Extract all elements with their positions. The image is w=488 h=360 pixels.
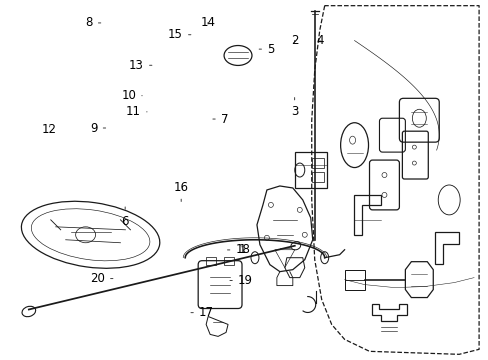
Text: 1: 1	[238, 243, 245, 256]
Text: 15: 15	[168, 28, 190, 41]
Text: 3: 3	[290, 98, 298, 118]
Bar	[311, 172, 323, 182]
Text: 10: 10	[121, 89, 142, 102]
Text: 9: 9	[90, 122, 105, 135]
Text: 14: 14	[200, 16, 215, 29]
Text: 13: 13	[129, 59, 152, 72]
Text: 19: 19	[229, 274, 252, 287]
Bar	[311, 158, 323, 168]
Bar	[206, 257, 216, 265]
Text: 6: 6	[121, 207, 129, 228]
Text: 17: 17	[190, 306, 213, 319]
Bar	[294, 152, 326, 188]
Text: 8: 8	[85, 17, 101, 30]
Text: 16: 16	[173, 181, 188, 202]
Text: 20: 20	[90, 272, 113, 285]
Text: 12: 12	[42, 123, 57, 136]
Bar	[224, 257, 234, 265]
Text: 2: 2	[290, 34, 298, 47]
Text: 5: 5	[259, 42, 274, 55]
Text: 4: 4	[316, 34, 323, 47]
Text: 18: 18	[227, 243, 250, 256]
Bar	[344, 270, 364, 289]
Text: 7: 7	[212, 113, 228, 126]
Text: 11: 11	[126, 105, 147, 118]
